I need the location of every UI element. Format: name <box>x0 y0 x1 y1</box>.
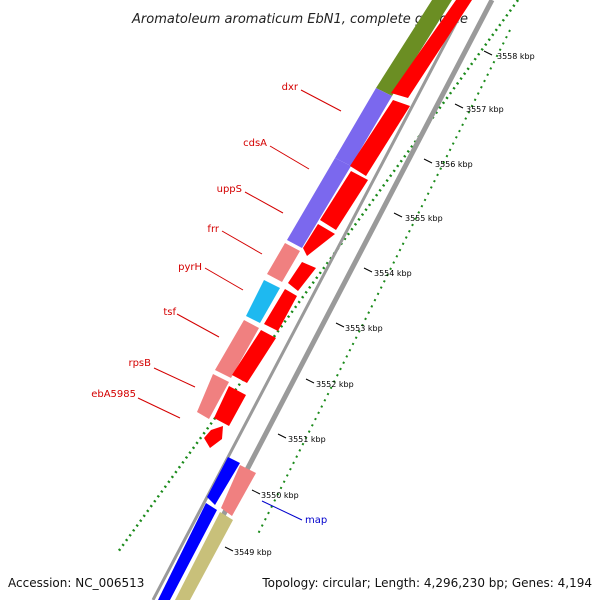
feature-blue-block-lower <box>158 503 217 600</box>
feature-cdsA-uppS-block <box>287 158 351 248</box>
tick-label: 3555 kbp <box>405 214 443 223</box>
gene-label-cdsA: cdsA <box>243 138 267 149</box>
tick-labels: 3558 kbp 3557 kbp 3556 kbp 3555 kbp 3554… <box>234 52 535 557</box>
leader-pyrH <box>204 267 244 291</box>
leader-dxr <box>300 89 342 112</box>
tick-mark <box>277 433 287 439</box>
tick-label: 3553 kbp <box>345 324 383 333</box>
tick-label: 3551 kbp <box>288 435 326 444</box>
feature-red-arrow-3 <box>320 171 368 230</box>
feature-red-arrow-5 <box>288 262 316 291</box>
tick-marks <box>224 50 493 552</box>
accession-text: Accession: NC_006513 <box>8 576 144 590</box>
leader-ebA5985 <box>137 397 181 419</box>
gene-label-tsf: tsf <box>163 307 176 318</box>
tick-mark <box>305 378 315 384</box>
tick-label: 3550 kbp <box>261 491 299 500</box>
feature-blue-block-upper <box>207 457 240 505</box>
feature-red-arrow-2 <box>350 100 410 176</box>
feature-red-arrow-9 <box>204 426 223 448</box>
feature-red-arrow-6 <box>264 289 297 331</box>
tick-mark <box>393 212 403 218</box>
tick-mark <box>224 546 234 552</box>
feature-blocks <box>158 0 472 600</box>
tick-mark <box>423 158 433 164</box>
gene-label-pyrH: pyrH <box>178 262 202 273</box>
feature-frr-block <box>267 243 300 282</box>
map-title: Aromatoleum aromaticum EbN1, complete ge… <box>131 12 468 27</box>
feature-red-arrow-8 <box>214 386 246 426</box>
tick-label: 3554 kbp <box>374 269 412 278</box>
gene-label-ebA5985: ebA5985 <box>91 389 136 400</box>
feature-red-arrow-1 <box>391 0 472 98</box>
leader-frr <box>221 230 263 255</box>
feature-olive-block <box>376 0 452 96</box>
tick-mark <box>251 489 261 495</box>
feature-dxr-block <box>335 88 392 166</box>
gene-label-frr: frr <box>207 224 219 235</box>
leader-uppS <box>244 191 284 214</box>
tick-label: 3558 kbp <box>497 52 535 61</box>
feature-red-arrow-7 <box>232 330 276 383</box>
gene-label-rpsB: rpsB <box>128 358 151 369</box>
leader-rpsB <box>153 367 196 388</box>
tick-label: 3557 kbp <box>466 105 504 114</box>
feature-rpsB-block <box>197 374 229 419</box>
tick-mark <box>335 322 345 328</box>
feature-map-block <box>221 465 256 516</box>
genome-summary-text: Topology: circular; Length: 4,296,230 bp… <box>261 576 592 590</box>
inner-dotted-track <box>257 29 511 535</box>
leader-map <box>261 500 303 521</box>
outer-dotted-track <box>116 0 520 553</box>
gene-label-dxr: dxr <box>282 82 299 93</box>
leader-tsf <box>176 313 220 338</box>
backbone-line-outer <box>151 0 470 600</box>
tick-mark <box>454 103 464 109</box>
gene-leader-lines <box>137 89 342 521</box>
tick-mark <box>363 267 373 273</box>
feature-red-arrow-4 <box>303 224 335 256</box>
tick-label: 3552 kbp <box>316 380 354 389</box>
tick-label: 3549 kbp <box>234 548 272 557</box>
feature-pyrH-block <box>246 280 280 323</box>
leader-cdsA <box>269 145 310 170</box>
gene-label-map: map <box>305 515 327 526</box>
feature-khaki-block <box>175 512 233 600</box>
feature-tsf-block <box>215 320 259 378</box>
gene-labels: dxr cdsA uppS frr pyrH tsf rpsB ebA5985 … <box>91 82 327 526</box>
gene-label-uppS: uppS <box>217 184 242 195</box>
tick-mark <box>483 50 493 56</box>
tick-label: 3556 kbp <box>435 160 473 169</box>
